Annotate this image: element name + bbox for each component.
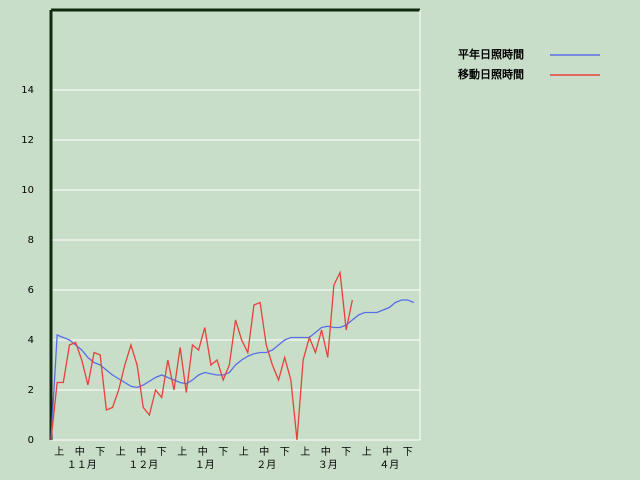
x-tick-label: 上 (54, 446, 64, 458)
y-tick-label: 2 (28, 385, 34, 396)
month-label: ４月 (379, 459, 399, 471)
y-tick-label: 6 (28, 285, 34, 296)
legend-text: 平年日照時間 (458, 47, 524, 61)
x-tick-label: 下 (280, 447, 290, 458)
month-label: １１月 (67, 459, 97, 471)
month-label: １２月 (128, 459, 158, 471)
x-tick-label: 下 (341, 447, 351, 458)
x-tick-label: 上 (116, 446, 126, 458)
x-tick-label: 下 (157, 447, 167, 458)
legend-text: 移動日照時間 (458, 67, 524, 81)
month-label: ２月 (256, 459, 276, 471)
series-line (50, 299, 415, 441)
y-tick-label: 14 (21, 85, 34, 96)
x-tick-label: 上 (300, 446, 310, 458)
y-tick-label: 0 (28, 435, 34, 446)
month-label: １月 (195, 459, 215, 471)
x-tick-label: 下 (403, 447, 413, 458)
x-tick-label: 下 (218, 447, 228, 458)
y-tick-label: 12 (21, 135, 34, 146)
x-tick-label: 中 (75, 445, 85, 458)
x-tick-label: 上 (362, 446, 372, 458)
x-tick-label: 上 (239, 446, 249, 458)
x-tick-label: 中 (382, 445, 392, 458)
x-tick-label: 中 (321, 445, 331, 458)
y-tick-label: 8 (28, 235, 34, 246)
series-line (50, 270, 353, 441)
month-label: ３月 (318, 459, 338, 471)
x-tick-label: 上 (177, 446, 187, 458)
y-tick-label: 4 (28, 335, 34, 346)
x-tick-label: 下 (95, 447, 105, 458)
x-tick-label: 中 (136, 445, 146, 458)
x-tick-label: 中 (259, 445, 269, 458)
y-tick-label: 10 (21, 185, 34, 196)
x-tick-label: 中 (198, 445, 208, 458)
